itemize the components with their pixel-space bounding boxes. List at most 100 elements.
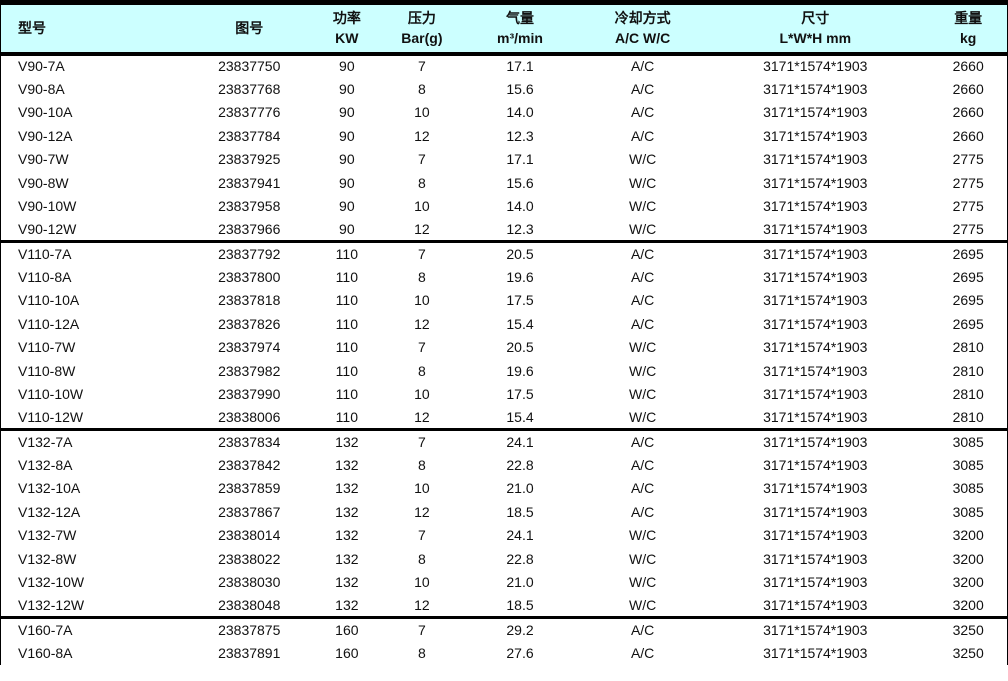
table-cell: 23837826 [218,315,281,332]
table-cell: 3171*1574*1903 [763,198,868,215]
col-header-power: 功率 KW [305,2,388,56]
table-cell: W/C [629,409,657,425]
table-cell: W/C [629,550,657,567]
table-cell: V90-8W [18,174,69,191]
table-cell: 2810 [952,362,984,379]
table-cell: A/C [584,240,702,265]
table-cell: 8 [418,80,426,97]
col-header-dimensions-label: 尺寸 [801,9,830,26]
table-cell: 3171*1574*1903 [763,104,868,121]
table-cell: 23837750 [218,58,281,75]
table-cell: W/C [629,386,657,403]
table-cell: 14.0 [506,104,534,121]
table-cell: V132-10W [18,574,85,591]
table-row: V110-10W 23837990 110 10 17.5 W/C 3171*1574*19… [1,383,1008,407]
table-cell: 8 [418,550,426,567]
table-row: V132-10W 23838030 132 10 21.0 W/C 3171*1574*19… [1,571,1008,595]
table-cell: A/C [630,292,655,309]
table-cell: 27.6 [506,644,534,661]
table-cell: A/C [630,644,655,661]
table-cell: 23838022 [218,550,281,567]
table-cell: 23837792 [192,240,306,265]
table-cell: 2810 [952,409,984,425]
table-cell: 90 [339,221,355,237]
table-cell: 23837974 [218,339,281,356]
table-cell: 3171*1574*1903 [763,456,868,473]
table-row: V132-7W 23838014 132 7 24.1 W/C 3171*1574*1903… [1,524,1008,548]
table-cell: 3171*1574*1903 [763,221,868,237]
table-cell: W/C [629,339,657,356]
table-row: V90-10A 23837776 90 10 14.0 A/C 3171*1574*1903… [1,101,1008,125]
table-cell: 23837834 [192,428,306,453]
col-header-pressure-label: 压力 [407,9,436,26]
table-cell: 2810 [952,339,984,356]
table-cell: 160 [335,644,359,661]
table-cell: 90 [339,151,355,168]
col-header-dimensions-unit: L*W*H mm [779,30,852,47]
table-cell: 15.4 [506,315,534,332]
table-row: V90-10W 23837958 90 10 14.0 W/C 3171*1574*1903… [1,195,1008,219]
table-cell: 24.1 [455,428,585,453]
table-cell: 2695 [952,315,984,332]
table-cell: A/C [584,616,702,641]
table-cell: 132 [335,550,359,567]
table-row: V160-7A 23837875 160 7 29.2 A/C 3171*1574*1903… [0,616,1008,641]
col-header-cooling: 冷却方式 A/C W/C [584,2,702,56]
table-cell: 12 [414,597,430,613]
compressor-spec-table: 型号 图号 功率 KW 压力 Bar(g) 气量 m³/min 冷却方式 A/C… [0,0,1008,665]
table-cell: 15.6 [506,80,534,97]
col-header-drawing-no-label: 图号 [235,20,264,37]
table-cell: V110-8W [18,362,76,379]
table-cell: 23837859 [218,480,281,497]
table-cell: A/C [630,268,655,285]
table-cell: 17.5 [506,386,534,403]
col-header-cooling-options: A/C W/C [615,30,671,47]
table-cell: A/C [630,503,655,520]
table-row: V90-8W 23837941 90 8 15.6 W/C 3171*1574*1903 27… [1,171,1008,195]
table-cell: 2660 [952,80,984,97]
table-cell: 12 [414,409,430,425]
table-cell: 3171*1574*1903 [763,80,868,97]
table-cell: 3171*1574*1903 [763,362,868,379]
table-cell: 22.8 [506,550,534,567]
table-cell: 23837776 [218,104,281,121]
table-cell: V132-7W [18,527,77,544]
col-header-pressure: 压力 Bar(g) [387,2,456,56]
table-cell: 3171*1574*1903 [701,616,930,641]
table-cell: 12 [414,127,430,144]
table-cell: 21.0 [506,480,534,497]
table-cell: 20.5 [455,240,585,265]
table-cell: V90-7A [18,58,65,75]
table-cell: 3171*1574*1903 [701,428,930,453]
table-row: V110-8W 23837982 110 8 19.6 W/C 3171*1574*1903… [1,359,1008,383]
table-cell: 17.1 [506,58,534,75]
table-cell: V160-7A [0,616,193,641]
table-cell: 160 [305,616,388,641]
table-cell: 12 [414,503,430,520]
table-cell: 23837768 [218,80,281,97]
col-header-power-unit: KW [335,30,359,47]
table-cell: 21.0 [506,574,534,591]
table-cell: 3171*1574*1903 [763,127,868,144]
table-cell: 18.5 [506,503,534,520]
table-cell: 23837875 [192,616,306,641]
table-cell: 8 [418,268,426,285]
table-row: V110-7A 23837792 110 7 20.5 A/C 3171*1574*1903… [0,240,1008,265]
table-cell: 23837867 [218,503,281,520]
table-cell: 8 [418,456,426,473]
table-cell: V132-7A [0,428,193,453]
table-cell: V90-10W [18,198,77,215]
table-cell: A/C [630,315,655,332]
table-cell: 3171*1574*1903 [763,480,868,497]
table-cell: A/C [584,428,702,453]
table-cell: 3085 [929,428,1008,453]
table-cell: 10 [414,104,430,121]
table-cell: 12.3 [506,221,534,237]
table-cell: W/C [629,151,657,168]
table-cell: 3200 [952,527,984,544]
table-cell: 3171*1574*1903 [701,240,930,265]
table-cell: 23837990 [218,386,281,403]
table-cell: 29.2 [455,616,585,641]
table-cell: 3250 [929,616,1008,641]
table-cell: 2695 [952,268,984,285]
